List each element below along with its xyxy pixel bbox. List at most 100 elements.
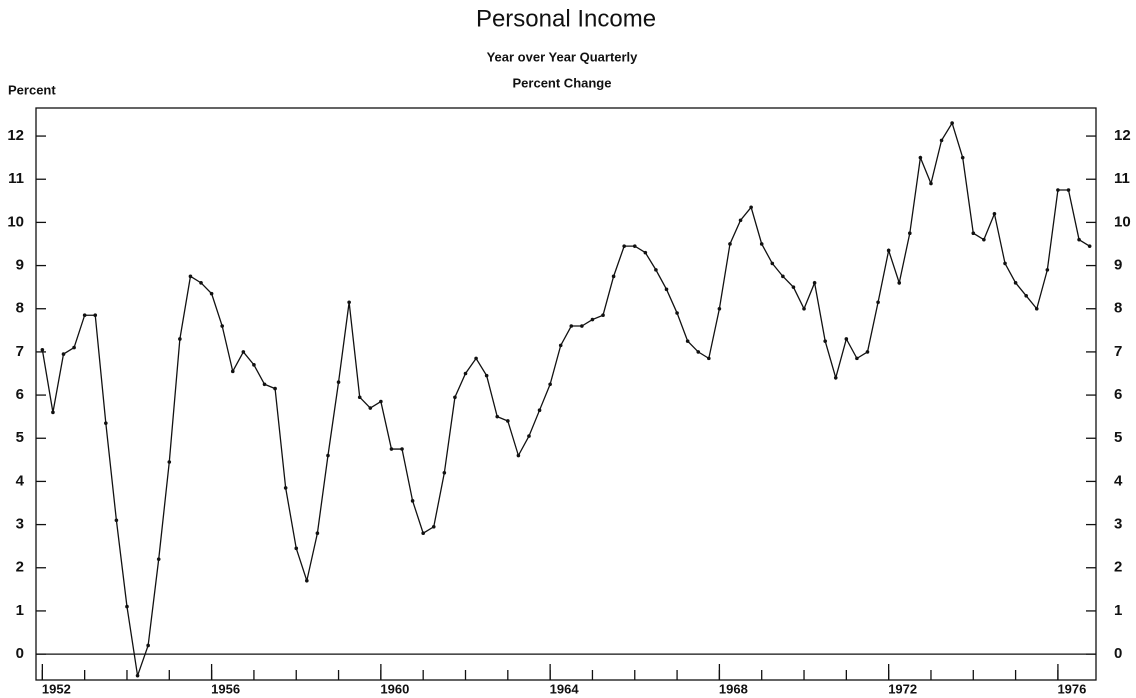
y-tick-label: 12 — [7, 127, 24, 144]
data-point — [960, 155, 965, 160]
y-tick-label: 7 — [1114, 343, 1122, 360]
data-point — [929, 181, 933, 186]
data-point — [40, 347, 45, 352]
data-point — [590, 317, 595, 322]
y-tick-label: 7 — [16, 343, 24, 360]
data-point — [1087, 244, 1092, 248]
x-tick-label: 1972 — [888, 681, 917, 696]
data-point — [696, 350, 701, 354]
data-point — [199, 281, 203, 285]
data-point — [643, 250, 648, 255]
y-tick-label: 0 — [16, 645, 24, 662]
chart-title: Personal Income — [476, 5, 656, 32]
data-point — [580, 324, 584, 328]
y-tick-label: 2 — [16, 559, 24, 576]
x-tick-label: 1976 — [1057, 681, 1086, 696]
x-tick-label: 1960 — [380, 681, 409, 696]
data-point — [347, 300, 351, 305]
data-point — [812, 281, 817, 285]
data-point — [654, 268, 658, 272]
data-point — [759, 242, 764, 246]
data-point — [368, 406, 373, 410]
data-point — [220, 324, 224, 328]
data-point — [950, 121, 954, 125]
data-point — [61, 352, 66, 356]
y-axis-label: Percent — [8, 82, 56, 97]
data-point — [252, 363, 256, 367]
data-point — [431, 524, 436, 529]
data-point — [262, 382, 267, 387]
y-tick-label: 1 — [1114, 602, 1122, 619]
data-point — [146, 643, 150, 648]
data-point — [495, 414, 500, 419]
data-point — [484, 373, 489, 378]
data-point — [601, 313, 605, 318]
data-point — [135, 673, 140, 678]
data-point — [632, 244, 637, 248]
data-point — [315, 531, 320, 536]
data-point — [1066, 188, 1071, 192]
plot-frame — [35, 107, 1097, 681]
chart-subtitle: Year over Year Quarterly — [487, 49, 639, 64]
data-point — [865, 350, 870, 354]
data-point — [738, 218, 743, 223]
y-tick-label: 9 — [1114, 257, 1122, 274]
x-tick-label: 1952 — [42, 681, 71, 696]
data-point — [1056, 188, 1060, 192]
data-point — [125, 604, 129, 609]
data-point — [982, 237, 986, 242]
data-point — [876, 300, 880, 305]
data-point — [273, 386, 277, 391]
y-tick-label: 8 — [1114, 300, 1122, 317]
data-point — [1013, 281, 1018, 285]
data-point — [326, 453, 330, 458]
y-tick-label: 0 — [1114, 645, 1122, 662]
y-tick-label: 9 — [16, 257, 24, 274]
data-point — [379, 399, 383, 404]
data-point — [1045, 268, 1050, 272]
data-point — [209, 291, 214, 296]
y-tick-label: 4 — [1114, 472, 1123, 489]
data-point — [51, 410, 55, 415]
data-point — [516, 453, 521, 458]
data-point — [558, 343, 563, 348]
y-tick-label: 5 — [1114, 429, 1122, 446]
data-point — [104, 421, 108, 425]
y-tick-label: 2 — [1114, 559, 1122, 576]
data-point — [770, 261, 775, 266]
y-tick-label: 3 — [1114, 516, 1122, 533]
data-point — [1003, 261, 1007, 266]
data-point — [537, 408, 542, 412]
data-point — [421, 531, 425, 536]
y-tick-label: 8 — [16, 300, 24, 317]
data-point — [971, 231, 976, 235]
data-point — [664, 287, 669, 292]
data-point — [569, 324, 574, 328]
y-tick-label: 6 — [16, 386, 24, 403]
data-point — [410, 499, 415, 503]
data-point — [82, 313, 87, 318]
data-point — [833, 376, 838, 380]
x-tick-label: 1956 — [211, 681, 240, 696]
data-point — [93, 313, 98, 318]
data-line — [41, 121, 1090, 676]
x-tick-label: 1964 — [550, 681, 580, 696]
data-point — [305, 578, 309, 583]
data-point — [844, 337, 849, 341]
data-point — [294, 546, 299, 551]
data-point — [622, 244, 626, 248]
data-point — [1024, 293, 1028, 298]
data-point — [897, 281, 902, 285]
data-point — [611, 274, 616, 279]
data-point — [823, 339, 827, 343]
data-point — [72, 345, 76, 350]
y-tick-label: 3 — [16, 516, 24, 533]
data-point — [992, 211, 997, 216]
data-point — [357, 395, 362, 400]
data-point — [188, 274, 193, 279]
x-tick-label: 1968 — [719, 681, 748, 696]
y-tick-label: 6 — [1114, 386, 1122, 403]
data-point — [156, 557, 161, 561]
data-point — [167, 460, 172, 464]
chart-subtitle: Percent Change — [513, 75, 612, 90]
